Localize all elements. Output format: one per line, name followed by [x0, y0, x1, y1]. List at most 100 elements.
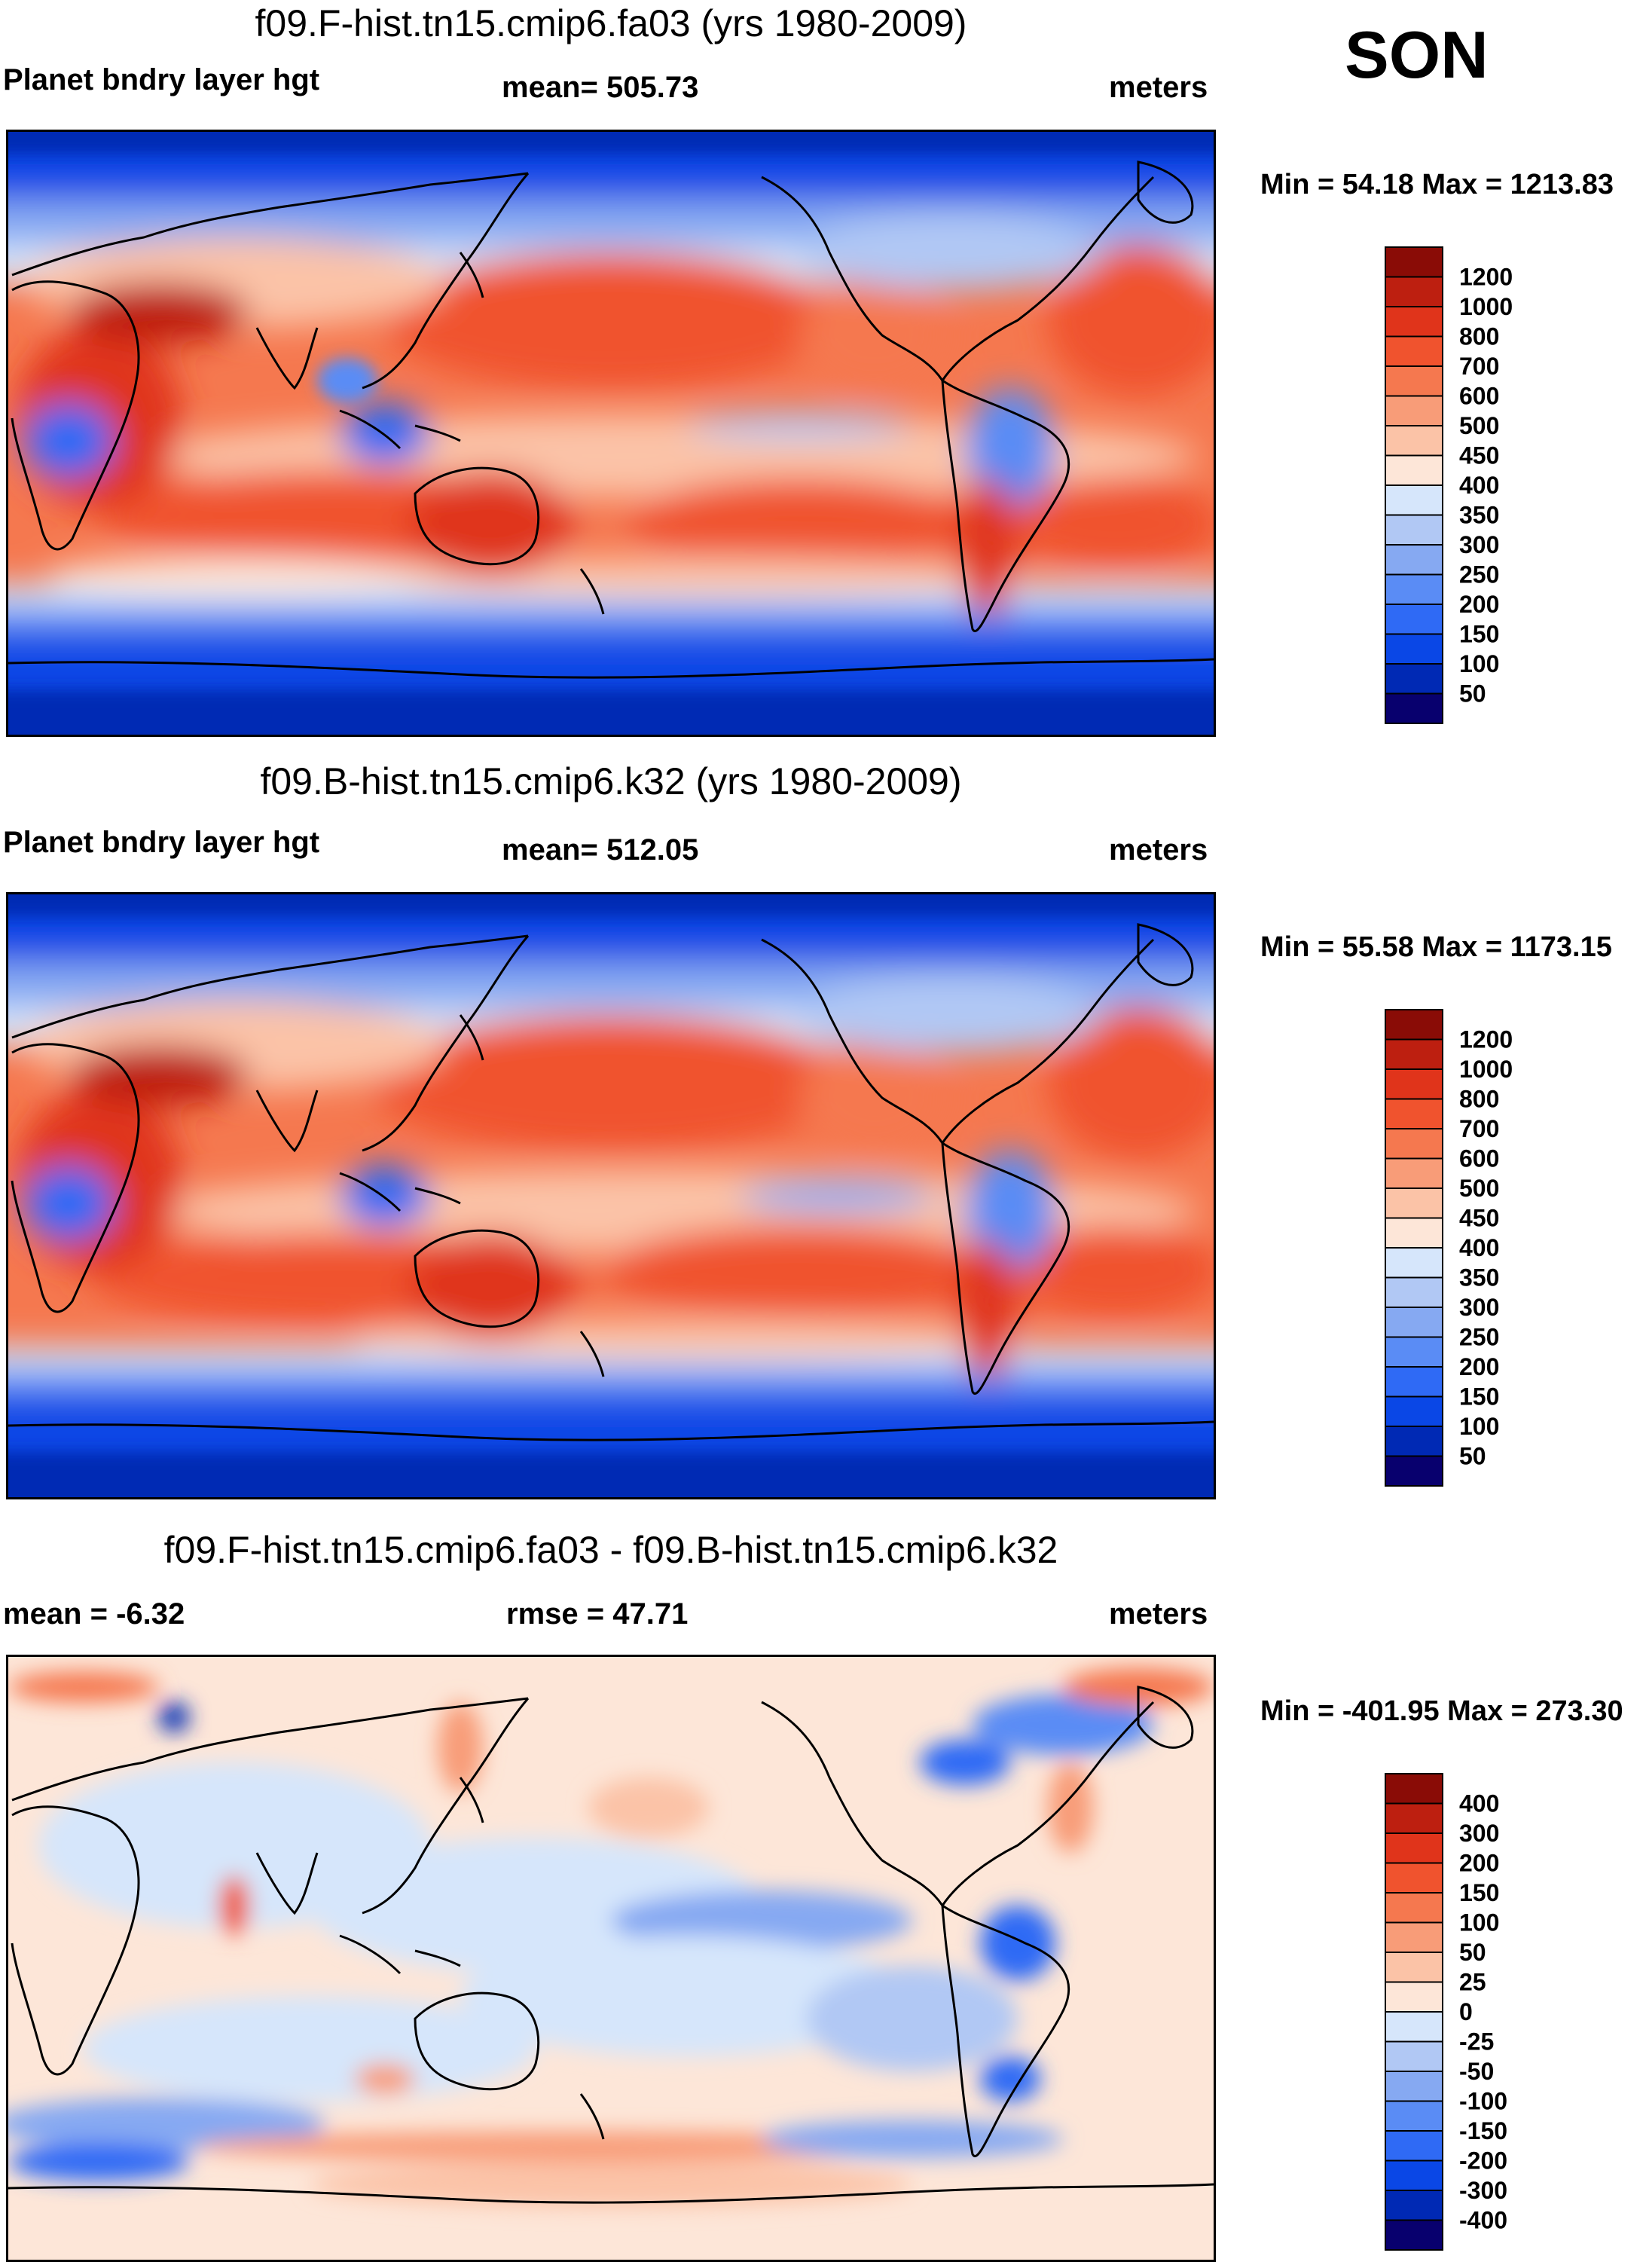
colorbar-tick-label: -25: [1459, 2028, 1494, 2056]
colorbar-box: [1385, 1802, 1443, 1834]
colorbar-box: [1385, 365, 1443, 397]
coastlines: [8, 160, 1214, 679]
field-details: [8, 132, 1214, 735]
colorbar-tick-label: 600: [1459, 1145, 1499, 1172]
panel-2-minmax: Min = 55.58 Max = 1173.15: [1260, 931, 1612, 963]
colorbar-tick-label: 500: [1459, 412, 1499, 439]
coastlines: [8, 1686, 1214, 2204]
colorbar-box: [1385, 2100, 1443, 2132]
colorbar-tick-label: 350: [1459, 1264, 1499, 1291]
colorbar-tick-label: 300: [1459, 531, 1499, 558]
colorbar-box: [1385, 246, 1443, 278]
panel-3-map-svg: [8, 1657, 1214, 2260]
colorbar-tick-label: 350: [1459, 502, 1499, 529]
panel-3-colorbar: 400 300 200 150 100 50 25 0 -25 -50 -100 -150 -200 -3…: [1384, 1772, 1610, 2254]
colorbar-tick-label: -50: [1459, 2058, 1494, 2085]
panel-2-map-svg: [8, 894, 1214, 1497]
colorbar-box: [1385, 1187, 1443, 1219]
colorbar-tick-label: 450: [1459, 442, 1499, 469]
colorbar-tick-label: 1200: [1459, 1026, 1513, 1053]
colorbar-box: [1385, 1455, 1443, 1487]
panel-3-rmse-label: rmse = 47.71: [506, 1597, 689, 1631]
colorbar-box: [1385, 1426, 1443, 1457]
colorbar-tick-label: 400: [1459, 472, 1499, 499]
colorbar-tick-label: -400: [1459, 2207, 1507, 2234]
colorbar-box: [1385, 1009, 1443, 1041]
panel-2-map: [6, 892, 1216, 1499]
colorbar-box: [1385, 1832, 1443, 1864]
colorbar-box: [1385, 1038, 1443, 1070]
colorbar-tick-label: 800: [1459, 1086, 1499, 1113]
panel-1-map: [6, 130, 1216, 737]
colorbar-tick-label: 25: [1459, 1969, 1486, 1996]
panel-1-map-svg: [8, 132, 1214, 735]
colorbar-box: [1385, 514, 1443, 546]
colorbar-tick-label: 400: [1459, 1790, 1499, 1817]
colorbar-box: [1385, 1981, 1443, 2013]
colorbar-tick-label: 1000: [1459, 1056, 1513, 1083]
panel-1-variable-label: Planet bndry layer hgt: [3, 63, 320, 96]
colorbar-box: [1385, 1276, 1443, 1308]
colorbar-box: [1385, 2190, 1443, 2221]
colorbar-tick-label: 700: [1459, 353, 1499, 380]
colorbar-box: [1385, 1247, 1443, 1279]
colorbar-tick-label: 50: [1459, 1443, 1486, 1470]
colorbar-tick-label: 100: [1459, 1413, 1499, 1440]
field-details: [8, 894, 1214, 1497]
colorbar-tick-label: 0: [1459, 1998, 1473, 2025]
colorbar-box: [1385, 544, 1443, 576]
panel-2-colorbar-svg: 1200100080070060050045040035030025020015…: [1385, 1009, 1513, 1487]
colorbar-tick-label: 150: [1459, 1879, 1499, 1906]
colorbar-tick-label: 250: [1459, 1324, 1499, 1351]
panel-3-minmax: Min = -401.95 Max = 273.30: [1260, 1695, 1623, 1727]
colorbar-tick-label: 450: [1459, 1205, 1499, 1232]
colorbar-tick-label: -300: [1459, 2177, 1507, 2204]
panel-3-map: [6, 1655, 1216, 2262]
colorbar-box: [1385, 306, 1443, 338]
colorbar-tick-label: 100: [1459, 1909, 1499, 1936]
colorbar-tick-label: 1200: [1459, 264, 1513, 291]
colorbar-box: [1385, 1395, 1443, 1427]
colorbar-tick-label: 400: [1459, 1234, 1499, 1261]
colorbar-box: [1385, 335, 1443, 367]
season-label: SON: [1345, 17, 1489, 92]
panel-3-title: f09.F-hist.tn15.cmip6.fa03 - f09.B-hist.…: [163, 1529, 1058, 1571]
colorbar-box: [1385, 1307, 1443, 1338]
colorbar-tick-label: 800: [1459, 323, 1499, 350]
colorbar-box: [1385, 2040, 1443, 2072]
panel-2-units-label: meters: [1109, 833, 1208, 867]
colorbar-tick-label: 200: [1459, 1353, 1499, 1380]
colorbar-tick-label: 150: [1459, 1383, 1499, 1411]
panel-1-mean-label: mean= 505.73: [502, 71, 699, 104]
colorbar-box: [1385, 2071, 1443, 2102]
colorbar-box: [1385, 1862, 1443, 1894]
colorbar-tick-label: 600: [1459, 383, 1499, 410]
colorbar-tick-label: 200: [1459, 1850, 1499, 1877]
panel-1-minmax: Min = 54.18 Max = 1213.83: [1260, 169, 1614, 200]
colorbar-tick-label: 200: [1459, 591, 1499, 618]
colorbar-tick-label: 100: [1459, 650, 1499, 677]
colorbar-tick-label: 300: [1459, 1820, 1499, 1847]
colorbar-box: [1385, 604, 1443, 635]
colorbar-box: [1385, 395, 1443, 426]
colorbar-box: [1385, 692, 1443, 724]
colorbar-box: [1385, 1366, 1443, 1398]
field-blobs: [8, 894, 1214, 1497]
colorbar-box: [1385, 1098, 1443, 1129]
colorbar-box: [1385, 1128, 1443, 1160]
colorbar-tick-label: 50: [1459, 1939, 1486, 1966]
panel-2-title: f09.B-hist.tn15.cmip6.k32 (yrs 1980-2009…: [260, 760, 962, 802]
colorbar-box: [1385, 1217, 1443, 1249]
panel-2-variable-label: Planet bndry layer hgt: [3, 826, 320, 859]
panel-1-units-label: meters: [1109, 71, 1208, 104]
colorbar-box: [1385, 1068, 1443, 1100]
panel-1-colorbar: 1200 1000 800 700 600 500 450 400 350 300 250 200 15…: [1384, 246, 1610, 728]
colorbar-box: [1385, 276, 1443, 307]
colorbar-box: [1385, 1157, 1443, 1189]
colorbar-tick-label: -200: [1459, 2147, 1507, 2175]
colorbar-tick-label: 250: [1459, 561, 1499, 588]
colorbar-box: [1385, 2011, 1443, 2043]
panel-3-units-label: meters: [1109, 1597, 1208, 1631]
